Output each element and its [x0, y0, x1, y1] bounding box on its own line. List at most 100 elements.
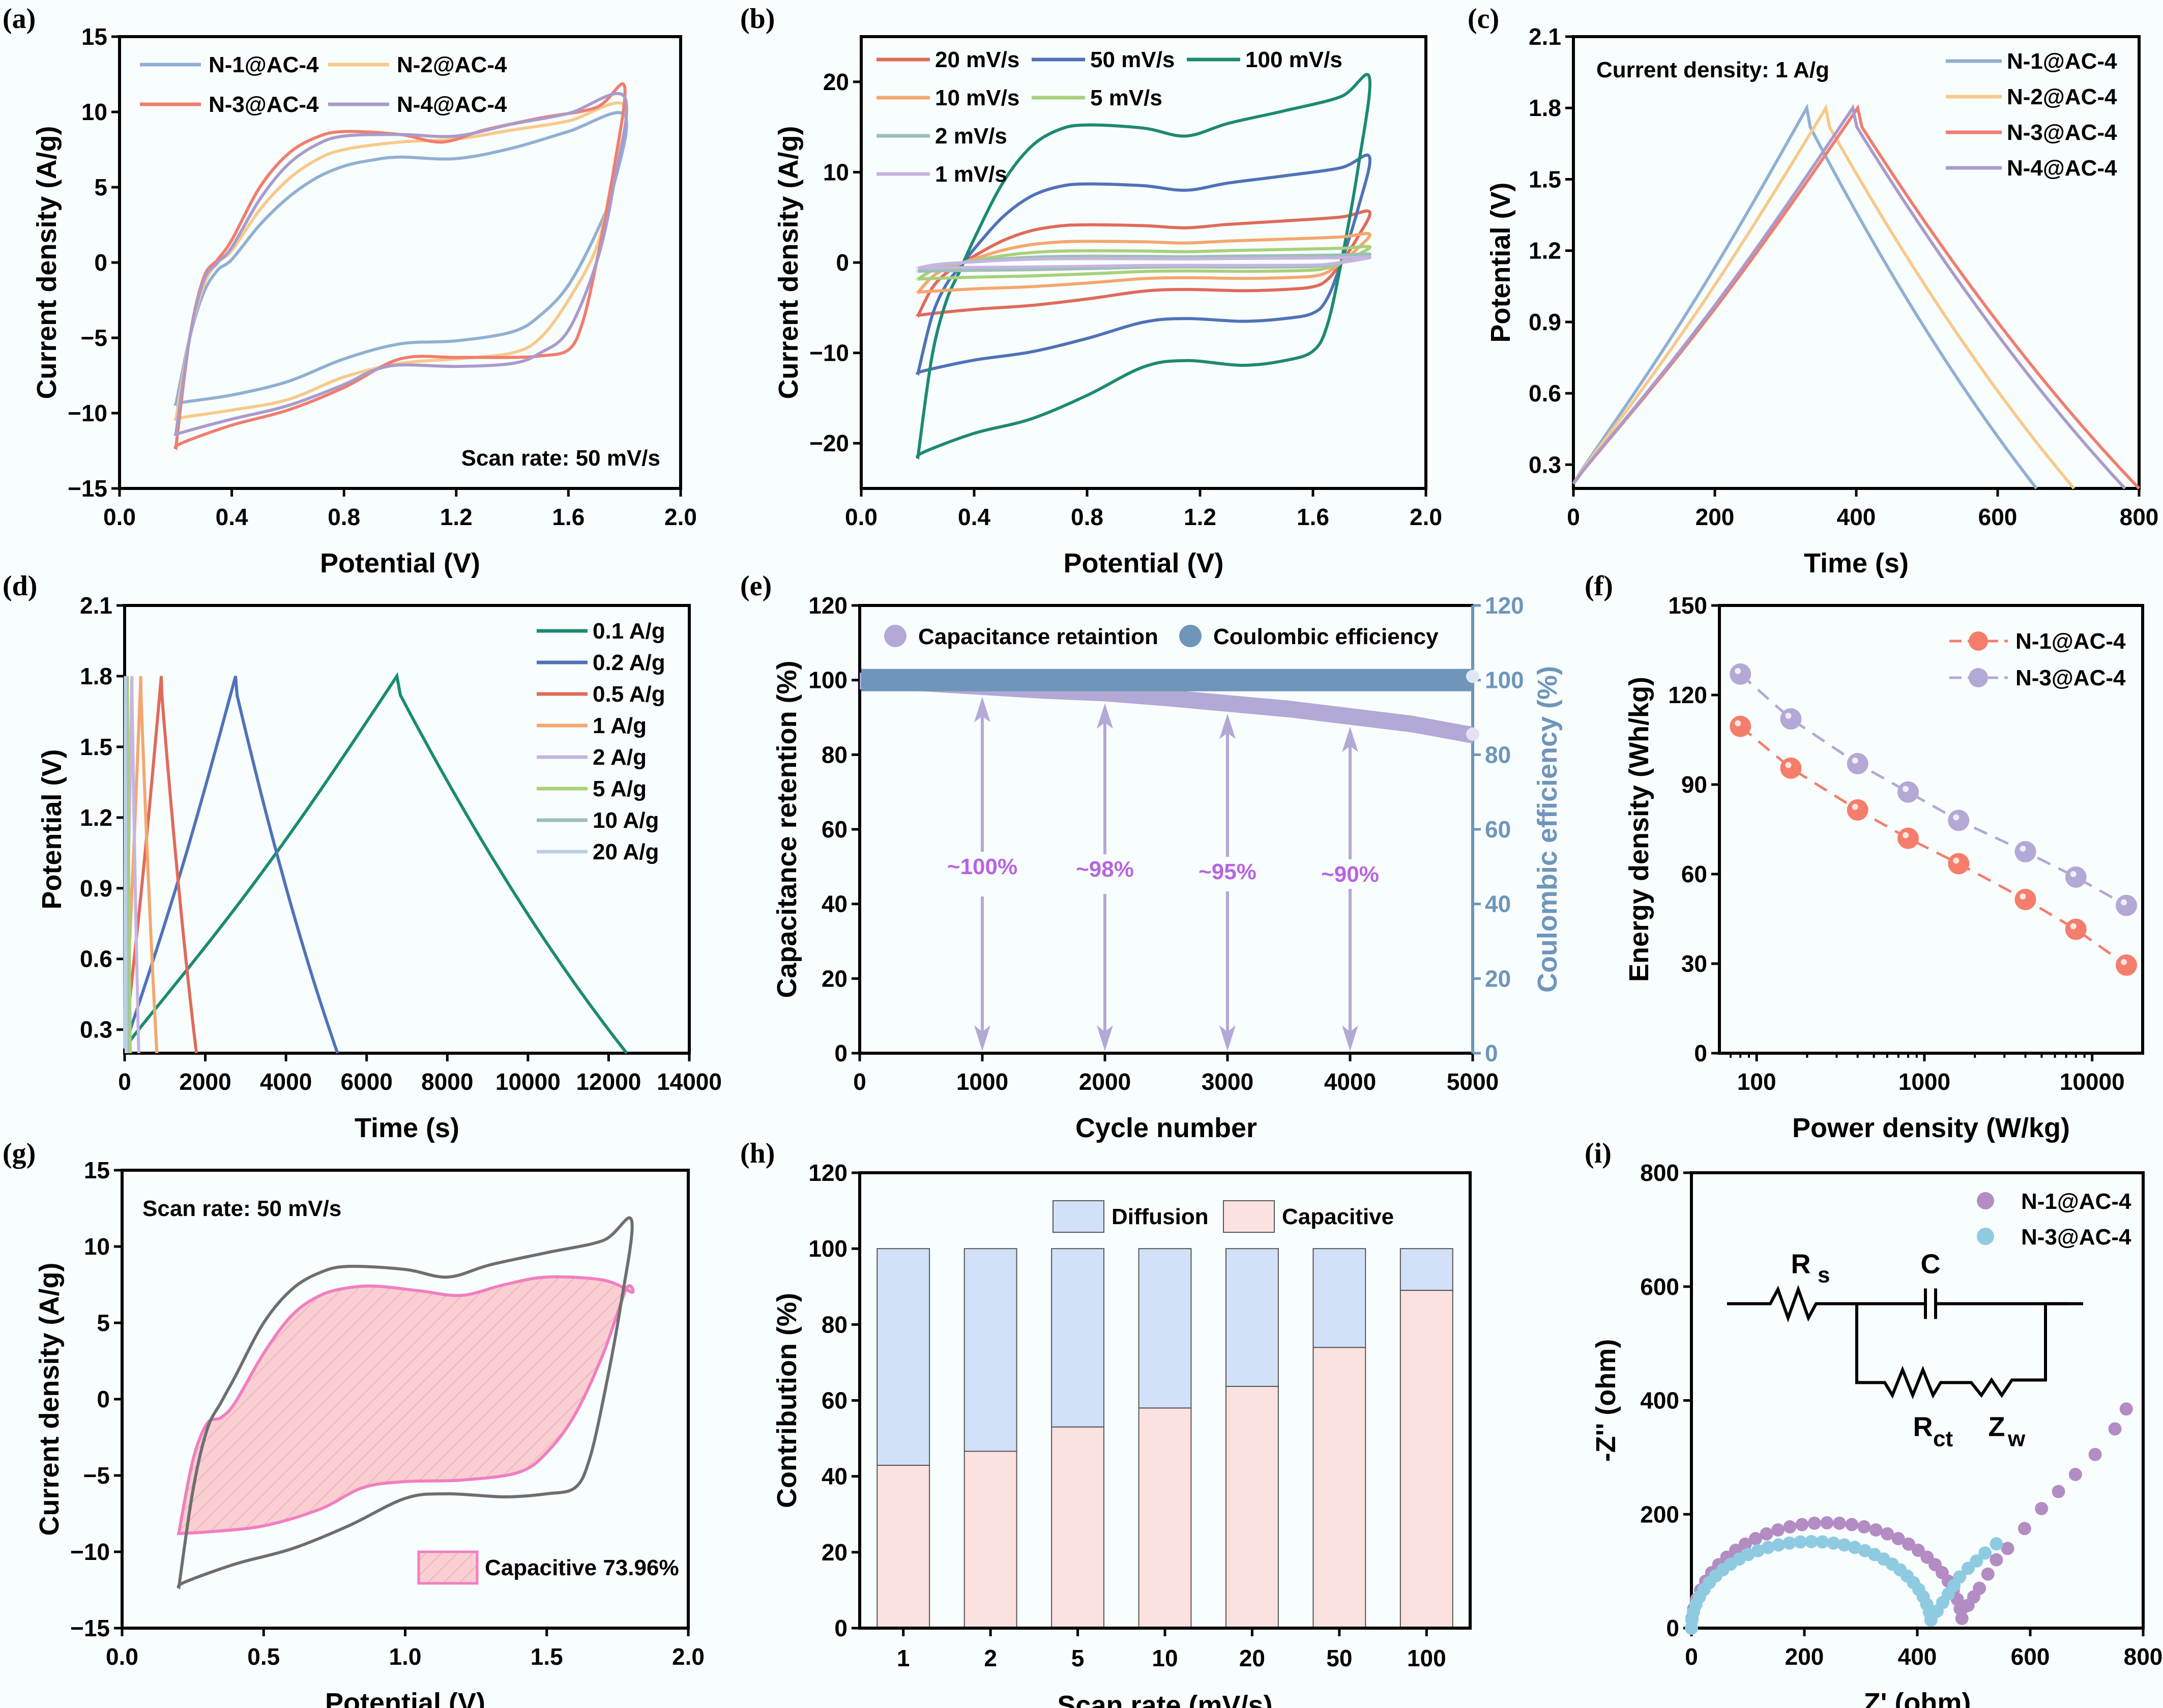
cv-curve-N-1@AC-4 [173, 111, 628, 407]
nyquist-point [1783, 1520, 1797, 1533]
nyquist-point [1827, 1536, 1840, 1550]
y-tick-label: 0.9 [1529, 309, 1561, 335]
x-tick-label: 1.0 [389, 1643, 422, 1670]
x-tick-label: 6000 [341, 1068, 393, 1095]
gcd-curve [123, 676, 128, 1054]
nyquist-point [1978, 1546, 1992, 1560]
x-tick-label: 10 [1152, 1645, 1178, 1671]
y-tick-label: −10 [809, 340, 849, 366]
bar-diffusion [963, 1248, 1017, 1452]
x-tick-label: 20 [1239, 1645, 1265, 1671]
right-tick-label: 100 [1485, 667, 1524, 693]
bar-capacitive [1051, 1426, 1104, 1629]
y-tick-label: 2.1 [1529, 23, 1561, 50]
y-axis-title: -Z'' (ohm) [1591, 1339, 1621, 1462]
x-tick-label: 1 [897, 1645, 910, 1671]
x-axis-title: Time (s) [1804, 548, 1909, 578]
y-tick-label: 2.1 [80, 592, 112, 619]
nyquist-point [1953, 1570, 1967, 1584]
x-tick-label: 1.6 [1297, 504, 1329, 530]
ragone-point [2014, 888, 2036, 910]
rct-label: R [1913, 1411, 1933, 1442]
y-tick-label: 90 [1681, 771, 1707, 798]
y-tick-label: 0.3 [80, 1017, 112, 1043]
nyquist-point [1820, 1516, 1834, 1530]
y-tick-label: −15 [70, 1615, 110, 1641]
arrow-head-down [1342, 1025, 1358, 1051]
nyquist-point [1807, 1516, 1821, 1530]
nyquist-point [1782, 1536, 1796, 1550]
y-tick-label: 0 [94, 249, 107, 276]
x-tick-label: 600 [1978, 504, 2018, 530]
gcd-curve [123, 672, 628, 1054]
ragone-point [1780, 708, 1802, 730]
y-tick-label: −20 [809, 430, 849, 456]
y-tick-label: −15 [68, 475, 107, 502]
right-tick-label: 20 [1485, 965, 1511, 992]
x-tick-label: 800 [2124, 1643, 2163, 1670]
nyquist-point [1902, 1537, 1915, 1551]
x-tick-label: 2000 [179, 1068, 231, 1095]
y-tick-label: 120 [808, 592, 847, 619]
legend-label: 10 A/g [593, 808, 659, 833]
zw-subscript: w [2007, 1426, 2026, 1451]
x-tick-label: 10000 [495, 1068, 561, 1095]
nyquist-point [1970, 1554, 1983, 1568]
gcd-curve [123, 676, 339, 1054]
right-tick-label: 120 [1485, 592, 1524, 619]
legend-label: 1 A/g [593, 713, 647, 738]
y-tick-label: 200 [1640, 1501, 1679, 1527]
legend-marker [1179, 625, 1202, 647]
panel-label: (b) [740, 3, 775, 35]
x-tick-label: 4000 [1324, 1068, 1376, 1095]
legend-label: 20 mV/s [935, 47, 1019, 72]
y-tick-label: 800 [1640, 1160, 1679, 1186]
ragone-point [1948, 853, 1970, 875]
arrow-head-up [1342, 727, 1358, 752]
y-tick-label: 20 [822, 1539, 847, 1566]
y-tick-label: −5 [81, 325, 107, 351]
zw-label: Z [1989, 1411, 2005, 1442]
retention-annotation: ~95% [1199, 859, 1256, 884]
x-tick-label: 0.0 [103, 504, 136, 530]
x-axis-title: Power density (W/kg) [1792, 1113, 2070, 1143]
y-axis-title: Current density (A/g) [32, 126, 62, 399]
ragone-point [1897, 827, 1919, 849]
gcd-curve [1572, 103, 2038, 489]
nyquist-point [1857, 1520, 1871, 1533]
right-tick-label: 40 [1485, 891, 1511, 917]
y-tick-label: 0 [1694, 1040, 1707, 1066]
legend-label: 100 mV/s [1245, 47, 1342, 72]
point-highlight [2121, 899, 2127, 906]
legend-label: 50 mV/s [1090, 47, 1175, 72]
legend-label: Capacitive [1282, 1204, 1394, 1229]
ragone-point [1730, 663, 1751, 685]
x-tick-label: 600 [2011, 1643, 2050, 1670]
arrow-head-up [1097, 703, 1113, 729]
y-tick-label: 10 [81, 99, 107, 125]
x-tick-label: 0.8 [328, 504, 360, 530]
legend-label: 5 A/g [593, 776, 647, 801]
legend-marker [1977, 1228, 1994, 1245]
x-axis-title: Cycle number [1075, 1113, 1257, 1143]
y-tick-label: 1.8 [1529, 95, 1561, 121]
y-tick-label: 100 [808, 667, 847, 693]
right-tick-label: 80 [1485, 741, 1511, 768]
x-tick-label: 14000 [657, 1068, 722, 1095]
x-tick-label: 2000 [1079, 1068, 1131, 1095]
x-tick-label: 1.5 [531, 1643, 563, 1670]
x-tick-label: 1.6 [552, 504, 584, 530]
y-tick-label: 15 [84, 1157, 110, 1183]
legend-marker [884, 625, 907, 647]
y-tick-label: 0 [97, 1386, 110, 1412]
panel-a-cv-curves: (a) 0.0 0.4 0.8 1.2 1.6 2.0 −15 −10 −5 0 5 10 15 Poten… [3, 3, 697, 578]
point-highlight [2020, 846, 2026, 852]
y-tick-label: 15 [81, 23, 107, 50]
nyquist-point [1955, 1611, 1969, 1625]
legend-marker [1969, 631, 1988, 651]
legend-label: 0.5 A/g [593, 682, 665, 707]
point-highlight [1852, 757, 1858, 764]
x-tick-label: 0.0 [845, 504, 878, 530]
x-tick-label: 0 [118, 1068, 131, 1095]
